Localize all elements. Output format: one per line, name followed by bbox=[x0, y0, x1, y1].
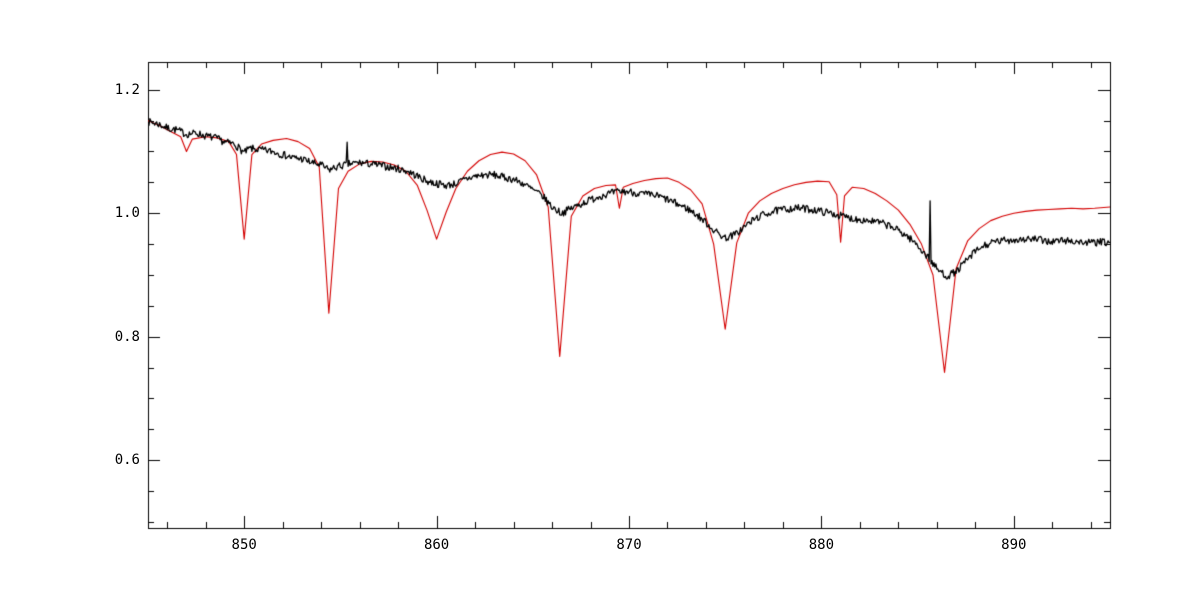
y-tick-label: 1.0 bbox=[114, 205, 140, 222]
y-tick-label: 1.2 bbox=[114, 81, 140, 98]
x-tick-label: 860 bbox=[423, 537, 450, 553]
x-tick-label: 890 bbox=[1001, 537, 1027, 553]
x-tick-label: 850 bbox=[231, 537, 257, 553]
x-tick-label: 870 bbox=[616, 537, 642, 553]
y-tick-label: 0.8 bbox=[114, 328, 140, 345]
y-tick-label: 0.6 bbox=[114, 452, 140, 469]
x-tick-label: 880 bbox=[808, 537, 835, 553]
